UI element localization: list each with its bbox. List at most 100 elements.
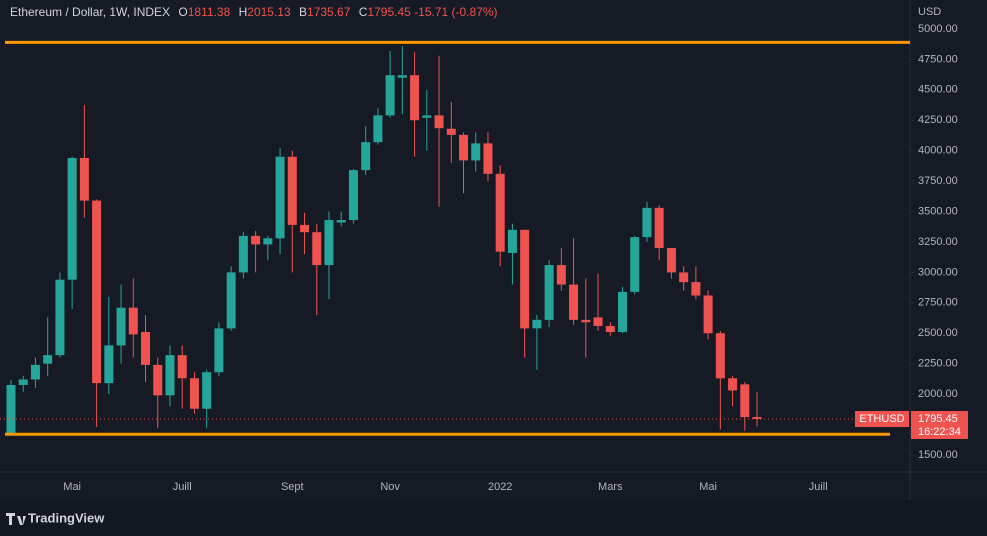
candle-body	[67, 157, 77, 280]
candle-body	[410, 75, 420, 121]
x-tick-label: 2022	[488, 481, 512, 493]
y-tick-label: 4750.00	[918, 53, 958, 65]
candle-body	[165, 355, 175, 396]
price-tag	[911, 411, 968, 440]
countdown: 16:22:34	[918, 426, 961, 438]
candle-body	[226, 272, 236, 329]
ohlc-key: B	[299, 5, 308, 19]
x-tick-label: Mai	[63, 481, 81, 493]
ohlc-key: O	[178, 5, 188, 19]
candle-body	[679, 272, 689, 283]
candle-body	[715, 333, 725, 379]
price-label: 1795.45	[918, 413, 958, 425]
candle-body	[544, 265, 554, 320]
logo	[6, 513, 26, 525]
candle-body	[104, 345, 114, 384]
y-tick-label: 4500.00	[918, 84, 958, 96]
candle-body	[348, 170, 358, 221]
candle-body	[605, 325, 615, 333]
candle-body	[92, 200, 102, 384]
candle-body	[43, 355, 53, 364]
symbol-label: ETHUSD	[859, 413, 904, 425]
footer	[0, 500, 987, 536]
candle-body	[446, 128, 456, 135]
ohlc-value: 1811.38	[187, 5, 231, 19]
x-tick-label: Juill	[809, 481, 828, 493]
candle-body	[116, 307, 126, 346]
candle-body	[459, 134, 469, 161]
candle-body	[287, 156, 297, 225]
y-tick-label: 1500.00	[918, 449, 958, 461]
change: -15.71 (-0.87%)	[414, 5, 498, 19]
y-tick-label: 3750.00	[918, 175, 958, 187]
candle-body	[569, 284, 579, 320]
candle-body	[752, 417, 762, 420]
candle-body	[361, 142, 371, 171]
y-tick-label: 5000.00	[918, 23, 958, 35]
y-tick-label: 2250.00	[918, 358, 958, 370]
candle-body	[18, 379, 28, 385]
brand: TradingView	[28, 510, 105, 525]
ohlc-value: 1735.67	[307, 5, 351, 19]
candle-body	[666, 248, 676, 273]
candle-body	[30, 364, 40, 380]
header: Ethereum / Dollar, 1W, INDEX O1811.38 H2…	[10, 5, 498, 19]
y-tick-label: 4000.00	[918, 145, 958, 157]
candle-body	[312, 232, 322, 266]
x-tick-label: Mai	[699, 481, 717, 493]
candle-body	[336, 220, 346, 223]
candle-body	[728, 378, 738, 391]
candle-body	[385, 75, 395, 116]
x-tick-label: Mars	[598, 481, 623, 493]
x-tick-label: Nov	[380, 481, 400, 493]
candle-body	[581, 319, 591, 323]
candle-body	[263, 238, 273, 245]
ohlc-key: H	[238, 5, 248, 19]
candle-body	[251, 235, 261, 245]
candle-body	[483, 143, 493, 174]
candle-body	[55, 279, 65, 356]
candle-body	[654, 207, 664, 249]
candle-body	[532, 319, 542, 329]
symbol-tag	[855, 411, 909, 428]
y-tick-label: 2000.00	[918, 388, 958, 400]
title: Ethereum / Dollar, 1W, INDEX	[10, 5, 171, 19]
y-tick-label: 3000.00	[918, 266, 958, 278]
candle-body	[397, 75, 407, 78]
candle-body	[556, 265, 566, 285]
y-tick-label: 3500.00	[918, 205, 958, 217]
candle-body	[703, 295, 713, 334]
y-axis-label: USD	[918, 6, 941, 18]
candle-body	[6, 384, 16, 436]
ohlc-value: 1795.45	[367, 5, 411, 19]
candle-body	[373, 115, 383, 143]
candle-body	[630, 237, 640, 292]
candle-body	[324, 220, 334, 266]
candle-body	[422, 115, 432, 118]
candle-body	[128, 307, 138, 335]
ohlc-value: 2015.13	[247, 5, 291, 19]
candle-body	[507, 229, 517, 253]
y-tick-label: 4250.00	[918, 114, 958, 126]
candle-body	[189, 378, 199, 409]
candle-body	[214, 328, 224, 373]
x-tick-label: Juill	[173, 481, 192, 493]
candle-body	[300, 224, 310, 233]
candle-body	[153, 364, 163, 396]
y-tick-label: 2500.00	[918, 327, 958, 339]
y-tick-label: 2750.00	[918, 297, 958, 309]
candle-body	[740, 384, 750, 418]
candle-body	[202, 372, 212, 409]
candle-body	[275, 156, 285, 239]
candle-body	[434, 115, 444, 129]
candle-body	[642, 207, 652, 238]
candle-body	[593, 317, 603, 326]
candle-body	[141, 332, 151, 365]
candle-body	[520, 229, 530, 329]
candle-body	[691, 282, 701, 296]
y-tick-label: 3250.00	[918, 236, 958, 248]
candle-body	[79, 157, 89, 201]
candle-body	[495, 173, 505, 252]
